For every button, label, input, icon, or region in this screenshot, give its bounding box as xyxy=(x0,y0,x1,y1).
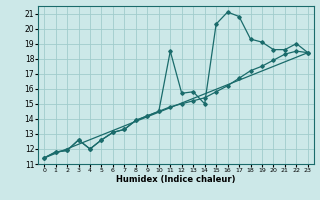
X-axis label: Humidex (Indice chaleur): Humidex (Indice chaleur) xyxy=(116,175,236,184)
